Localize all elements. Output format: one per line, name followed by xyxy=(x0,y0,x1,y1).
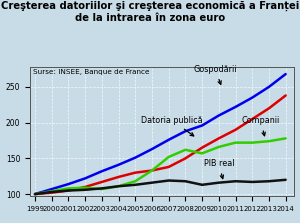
Y-axis label: 999 = 100: 999 = 100 xyxy=(0,112,3,152)
Text: PIB real: PIB real xyxy=(204,159,234,179)
Text: Datoria publică: Datoria publică xyxy=(141,116,203,136)
Text: Gospodării: Gospodării xyxy=(194,65,237,84)
Text: Creşterea datoriilor şi creşterea economică a Franței
de la intrarea în zona eur: Creşterea datoriilor şi creşterea econom… xyxy=(1,1,299,23)
Text: Surse: INSEE, Banque de France: Surse: INSEE, Banque de France xyxy=(33,70,149,76)
Text: Companii: Companii xyxy=(242,116,280,136)
